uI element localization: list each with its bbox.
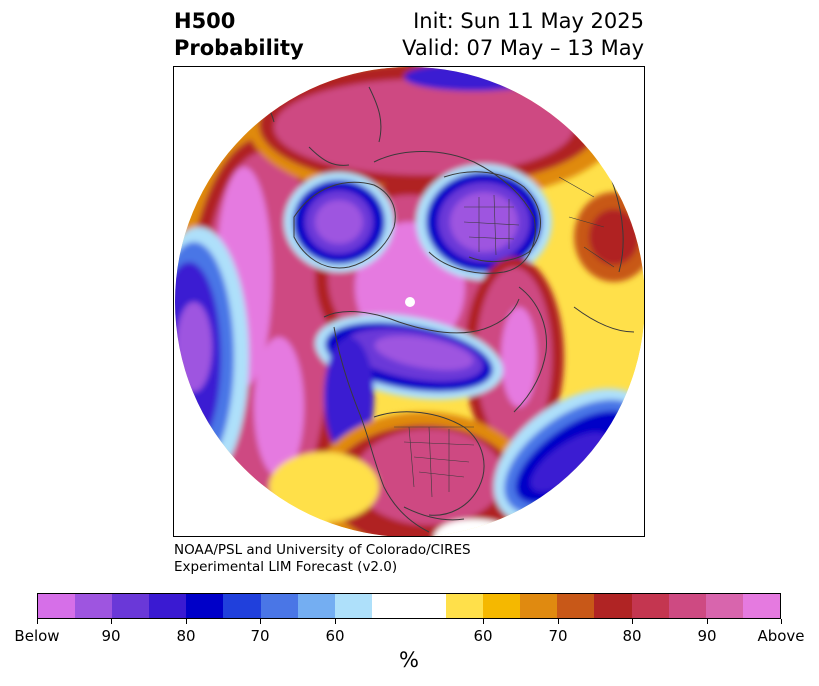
- colorbar-tick-label: 60: [325, 627, 345, 645]
- colorbar-tick: [37, 619, 38, 624]
- colorbar-tick-label: 80: [176, 627, 196, 645]
- colorbar-cell: [408, 594, 447, 618]
- colorbar-cell: [260, 594, 298, 618]
- colorbar-cell: [75, 594, 113, 618]
- colorbar-tick-label: 90: [697, 627, 717, 645]
- colorbar-cell: [557, 594, 595, 618]
- probability-map: [175, 67, 644, 536]
- colorbar-cell: [446, 594, 484, 618]
- colorbar-tick: [707, 619, 708, 624]
- contour-fill: [175, 67, 644, 536]
- credit-line-1: NOAA/PSL and University of Colorado/CIRE…: [174, 542, 471, 558]
- colorbar-tick: [260, 619, 261, 624]
- pole-marker: [405, 297, 415, 307]
- credit-text: NOAA/PSL and University of Colorado/CIRE…: [174, 542, 471, 576]
- colorbar-tick-label: Above: [757, 627, 805, 645]
- quantity-label: Probability: [174, 36, 304, 60]
- valid-range: Valid: 07 May – 13 May: [402, 36, 644, 60]
- colorbar-tick: [781, 619, 782, 624]
- colorbar-cell: [371, 594, 409, 618]
- colorbar-cell: [334, 594, 372, 618]
- colorbar: [37, 593, 781, 619]
- state-borders: [394, 176, 615, 498]
- colorbar-cell: [520, 594, 558, 618]
- title-left: H500 Probability: [174, 8, 304, 62]
- colorbar-tick: [186, 619, 187, 624]
- colorbar-cell: [38, 594, 76, 618]
- colorbar-cell: [742, 594, 780, 618]
- colorbar-tick: [335, 619, 336, 624]
- variable-label: H500: [174, 9, 236, 33]
- colorbar-cell: [112, 594, 150, 618]
- colorbar-unit-label: %: [399, 648, 419, 672]
- colorbar-tick-label: 60: [473, 627, 493, 645]
- colorbar-cell: [483, 594, 521, 618]
- colorbar-tick-label: 90: [101, 627, 121, 645]
- title-right: Init: Sun 11 May 2025 Valid: 07 May – 13…: [402, 8, 644, 62]
- colorbar-tick-label: 70: [548, 627, 568, 645]
- colorbar-cell: [631, 594, 669, 618]
- colorbar-cell: [186, 594, 224, 618]
- colorbar-tick-label: Below: [14, 627, 60, 645]
- colorbar-cell: [223, 594, 261, 618]
- colorbar-tick: [111, 619, 112, 624]
- colorbar-tick-label: 70: [250, 627, 270, 645]
- map-panel: [173, 66, 645, 537]
- colorbar-cell: [149, 594, 187, 618]
- colorbar-cell: [297, 594, 335, 618]
- colorbar-tick: [632, 619, 633, 624]
- colorbar-tick: [483, 619, 484, 624]
- colorbar-tick: [558, 619, 559, 624]
- colorbar-tick-label: 80: [622, 627, 642, 645]
- colorbar-cell: [668, 594, 706, 618]
- colorbar-cell: [705, 594, 743, 618]
- init-date: Init: Sun 11 May 2025: [413, 9, 644, 33]
- colorbar-cell: [594, 594, 632, 618]
- credit-line-2: Experimental LIM Forecast (v2.0): [174, 559, 398, 575]
